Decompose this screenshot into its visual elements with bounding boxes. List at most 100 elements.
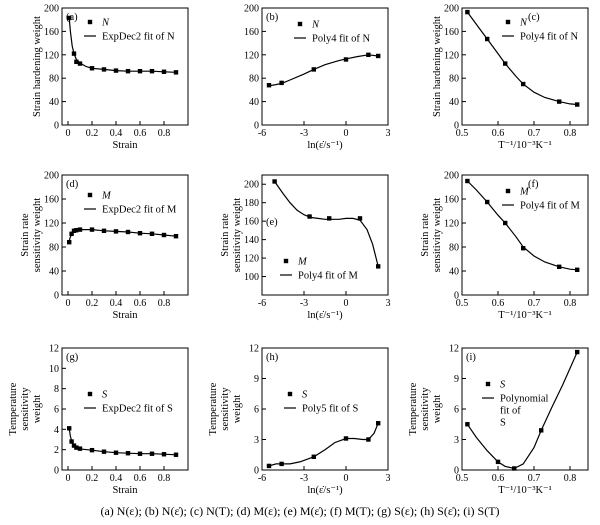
data-point (125, 451, 131, 456)
panel-label: (c) (528, 12, 540, 23)
y-tick-label: 120 (244, 50, 259, 61)
x-tick-label: 0 (66, 128, 71, 139)
legend-entry-fit: ExpDec2 fit of S (102, 404, 173, 415)
y-tick-label: 80 (249, 74, 259, 85)
data-point (465, 9, 470, 15)
y-tick-label: 0 (254, 121, 259, 132)
x-tick-label: 3 (386, 473, 391, 484)
x-tick-label: 0 (344, 473, 349, 484)
panel-label: (a) (66, 12, 78, 23)
legend-entry-series: M (297, 257, 308, 268)
y-tick-label: 0 (454, 121, 459, 132)
x-axis-label: ln(ε̇/s⁻¹) (307, 485, 343, 496)
data-point (113, 68, 119, 73)
data-point (101, 67, 107, 72)
y-tick-label: 200 (44, 171, 59, 182)
y-axis-label: sensitivity (420, 387, 431, 431)
x-tick-label: 0 (344, 298, 349, 309)
data-point (512, 466, 517, 471)
fit-line (274, 181, 379, 267)
y-axis-label: Strain rate (420, 213, 431, 257)
y-tick-label: 9 (254, 374, 259, 385)
legend-marker (87, 19, 93, 25)
data-point (376, 264, 381, 269)
data-point (137, 68, 143, 74)
y-tick-label: 12 (49, 344, 59, 355)
y-tick-label: 80 (49, 243, 59, 254)
data-point (539, 428, 544, 433)
y-tick-label: 40 (449, 97, 459, 108)
y-tick-label: 200 (244, 180, 259, 191)
fit-line (268, 54, 379, 87)
x-tick-label: 0 (66, 473, 71, 484)
legend-entry-fit: ExpDec2 fit of M (102, 205, 177, 216)
x-axis-label: Strain (112, 310, 138, 321)
chart-panel-2: -6 -3 0 3 0 40 80 120 160 200 ln(ε̇/s⁻¹) (b) N Poly4 … (244, 4, 391, 152)
legend-marker (505, 19, 511, 25)
y-tick-label: 120 (44, 50, 59, 61)
y-axis-label: weight (232, 395, 243, 424)
legend-marker (287, 391, 293, 397)
y-tick-label: 40 (49, 97, 59, 108)
x-tick-label: 0.8 (158, 473, 171, 484)
data-point (485, 199, 490, 205)
y-tick-label: 140 (244, 235, 259, 246)
data-point (71, 443, 77, 448)
legend-marker (505, 188, 511, 194)
panel-label: (b) (266, 12, 279, 23)
data-point (125, 68, 131, 74)
data-point (366, 437, 371, 442)
legend-entry-series: S (302, 390, 308, 401)
data-point (279, 80, 284, 86)
fit-line (68, 428, 177, 456)
x-tick-label: 0.8 (564, 298, 577, 309)
y-tick-label: 3 (254, 435, 259, 446)
y-tick-label: 0 (54, 121, 59, 132)
panel-label: (i) (466, 352, 476, 363)
x-tick-label: 0.8 (158, 128, 171, 139)
data-point (465, 178, 470, 184)
data-point (89, 227, 95, 232)
data-point (173, 70, 179, 75)
data-point (77, 227, 83, 232)
data-point (495, 459, 501, 465)
y-tick-label: 40 (449, 267, 459, 278)
chart-grid: 0 0.2 0.4 0.6 0.804080120160200StrainStrain … (8, 4, 589, 496)
legend-marker (87, 391, 93, 397)
x-tick-label: 0.8 (158, 298, 171, 309)
y-axis-label: Strain hardening weight (32, 16, 43, 117)
data-point (311, 67, 316, 72)
data-point (173, 234, 179, 239)
panel-label: (g) (66, 352, 79, 363)
panel-label: (d) (66, 179, 79, 190)
data-point (149, 68, 155, 74)
data-point (343, 57, 349, 62)
y-tick-label: 12 (249, 344, 259, 355)
data-point (125, 229, 131, 235)
data-point (101, 228, 107, 233)
y-tick-label: 2 (54, 445, 59, 456)
y-tick-label: 12 (449, 344, 459, 355)
data-point (575, 349, 580, 355)
x-tick-label: 0.2 (86, 298, 99, 309)
data-point (161, 452, 167, 457)
data-point (89, 66, 95, 71)
legend-marker (283, 258, 289, 264)
data-point (67, 15, 72, 21)
y-tick-label: 10 (49, 364, 59, 375)
data-point (557, 264, 562, 269)
y-tick-label: 200 (444, 4, 459, 15)
y-tick-label: 200 (244, 4, 259, 15)
plot-frame (261, 174, 389, 296)
y-tick-label: 180 (244, 198, 259, 209)
y-tick-label: 120 (44, 219, 59, 230)
data-point (161, 69, 167, 74)
data-point (89, 447, 95, 453)
y-axis-label: sensitivity weight (32, 198, 43, 272)
y-tick-label: 80 (449, 243, 459, 254)
data-point (503, 61, 508, 66)
data-point (74, 228, 79, 233)
data-point (266, 83, 272, 88)
data-point (307, 214, 312, 219)
plot-frame (261, 7, 389, 126)
